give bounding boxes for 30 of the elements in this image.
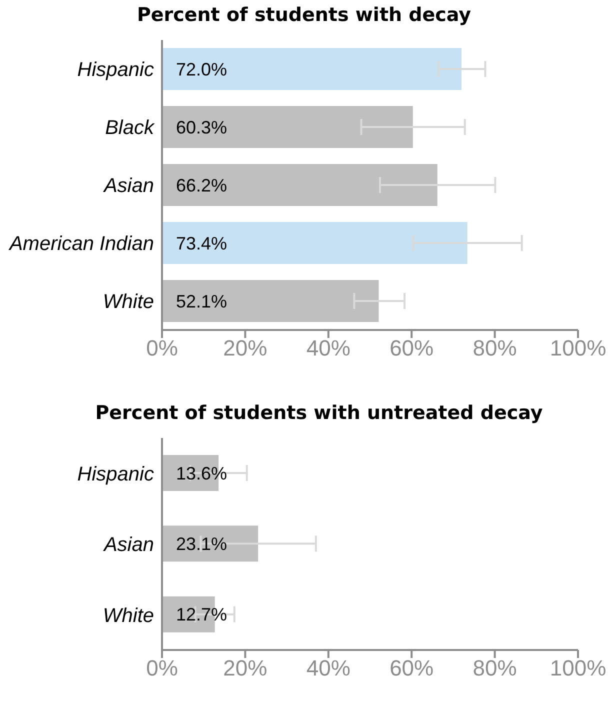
data-label: 12.7% (176, 604, 228, 625)
y-tick-label: Hispanic (77, 463, 154, 486)
x-tick-label: 0% (146, 656, 178, 681)
data-label: 66.2% (176, 175, 228, 196)
x-tick-label: 20% (223, 656, 268, 681)
data-label: 23.1% (176, 534, 228, 554)
y-tick-label: White (102, 291, 154, 314)
y-tick-label: Black (105, 117, 155, 140)
y-tick-label: American Indian (8, 233, 154, 256)
x-tick-label: 100% (550, 656, 606, 681)
y-tick-label: Asian (102, 534, 154, 556)
x-tick-label: 100% (550, 336, 606, 361)
y-tick-label: Hispanic (77, 59, 154, 82)
x-tick-label: 60% (390, 336, 434, 361)
chart-title: Percent of students with decay (136, 4, 472, 28)
x-tick-label: 80% (472, 336, 517, 361)
data-label: 60.3% (176, 117, 228, 138)
y-tick-label: White (102, 604, 154, 627)
data-label: 13.6% (176, 463, 228, 484)
x-tick-label: 40% (306, 656, 350, 681)
chart-title: Percent of students with untreated decay (94, 402, 544, 426)
x-tick-label: 60% (390, 656, 434, 681)
x-tick-label: 20% (223, 336, 268, 361)
x-tick-label: 0% (146, 336, 178, 361)
y-tick-label: Asian (102, 175, 154, 198)
x-tick-label: 80% (472, 656, 517, 681)
data-label: 52.1% (176, 291, 228, 312)
data-label: 72.0% (176, 59, 228, 80)
x-tick-label: 40% (306, 336, 350, 361)
data-label: 73.4% (176, 233, 228, 254)
